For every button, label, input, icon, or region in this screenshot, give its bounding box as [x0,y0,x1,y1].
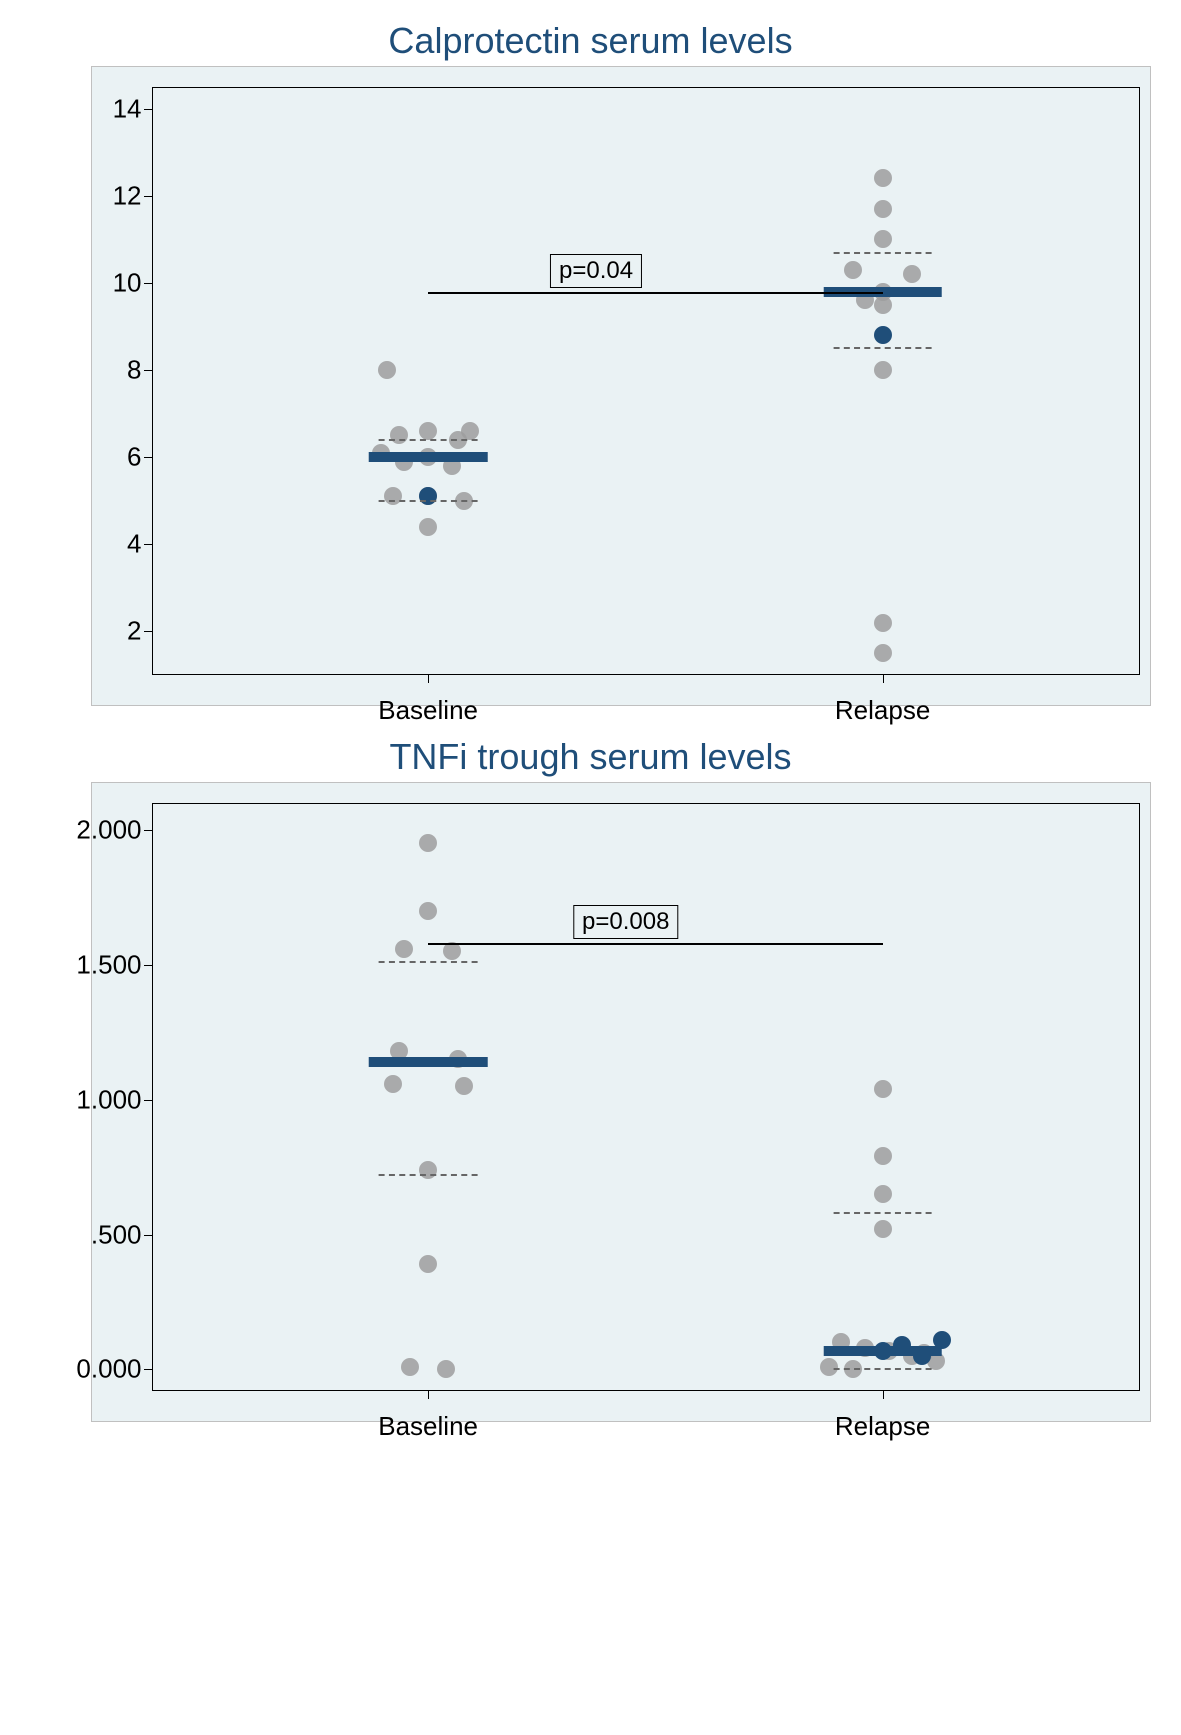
data-point-accent [419,487,437,505]
significance-line [428,292,882,294]
data-point [874,614,892,632]
data-point [874,230,892,248]
data-point [874,200,892,218]
ytick-label: 2.000 [76,814,141,845]
ytick-label: 0.000 [76,1354,141,1385]
ytick-mark [144,1369,152,1370]
data-point [874,361,892,379]
p-value-label: p=0.04 [550,254,642,288]
xtick-mark [428,675,429,683]
figure-container: Calprotectin serum levels 2 4 6 8 10 12 14 Base… [0,0,1181,1462]
xtick-mark [883,1391,884,1399]
ytick-label: 14 [113,93,142,124]
ytick-mark [144,1100,152,1101]
data-point [419,902,437,920]
data-point [419,1255,437,1273]
median-bar [823,1346,942,1356]
median-bar [369,452,488,462]
ytick-mark [144,457,152,458]
ytick-mark [144,196,152,197]
data-point [384,487,402,505]
ci-dash [833,347,932,349]
xtick-mark [883,675,884,683]
ci-dash [833,1368,932,1370]
bottom-panel: TNFi trough serum levels 0.000.5001.0001… [31,736,1151,1422]
data-point [419,518,437,536]
xtick-label: Baseline [378,1411,478,1442]
xtick-label: Baseline [378,695,478,726]
top-panel: Calprotectin serum levels 2468101214Base… [31,20,1151,706]
data-point [419,422,437,440]
ci-dash [379,1174,478,1176]
data-point [455,1077,473,1095]
ytick-label: .500 [91,1219,142,1250]
ci-dash [833,252,932,254]
data-point [395,940,413,958]
data-point [419,834,437,852]
data-point [844,261,862,279]
top-plot-region: 2468101214BaselineRelapsep=0.04 [91,66,1151,706]
data-point [401,1358,419,1376]
ytick-label: 4 [127,529,141,560]
bottom-axis-frame [152,803,1140,1391]
ci-dash [379,961,478,963]
data-point [437,1360,455,1378]
ytick-label: 8 [127,355,141,386]
data-point [874,644,892,662]
data-point [874,1080,892,1098]
ytick-mark [144,109,152,110]
ytick-label: 1.000 [76,1084,141,1115]
top-axis-frame [152,87,1140,675]
ytick-mark [144,283,152,284]
ytick-label: 1.500 [76,949,141,980]
data-point-accent [874,326,892,344]
data-point [903,265,921,283]
ytick-label: 2 [127,616,141,647]
median-bar [369,1057,488,1067]
ytick-label: 12 [113,180,142,211]
bottom-plot-region: 0.000.5001.0001.5002.000BaselineRelapsep… [91,782,1151,1422]
ytick-mark [144,1235,152,1236]
bottom-title: TNFi trough serum levels [31,736,1151,778]
data-point [820,1358,838,1376]
xtick-label: Relapse [835,1411,930,1442]
data-point [874,1147,892,1165]
top-title: Calprotectin serum levels [31,20,1151,62]
ytick-mark [144,830,152,831]
data-point [874,169,892,187]
ytick-mark [144,544,152,545]
xtick-mark [428,1391,429,1399]
xtick-label: Relapse [835,695,930,726]
ci-dash [833,1212,932,1214]
p-value-label: p=0.008 [573,905,678,939]
ytick-label: 10 [113,268,142,299]
data-point [384,1075,402,1093]
ci-dash [379,500,478,502]
data-point [874,1220,892,1238]
significance-line [428,943,882,945]
data-point [378,361,396,379]
ci-dash [379,439,478,441]
ytick-mark [144,631,152,632]
data-point [390,426,408,444]
data-point [874,1185,892,1203]
ytick-label: 6 [127,442,141,473]
ytick-mark [144,370,152,371]
ytick-mark [144,965,152,966]
